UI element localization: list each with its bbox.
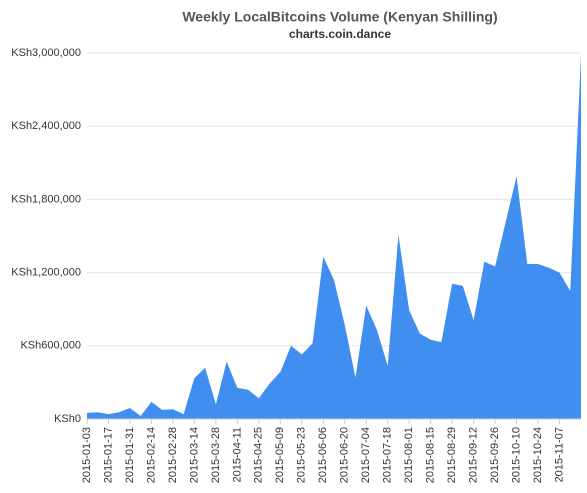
x-tick-label: 2015-07-04 <box>360 427 372 483</box>
chart-subtitle: charts.coin.dance <box>289 27 391 41</box>
x-tick-label: 2015-01-17 <box>102 427 114 483</box>
y-tick-label: KSh3,000,000 <box>11 47 81 59</box>
x-tick-label: 2015-10-24 <box>532 427 544 483</box>
x-tick-label: 2015-05-09 <box>274 427 286 483</box>
x-tick-label: 2015-02-28 <box>167 427 179 483</box>
x-tick-label: 2015-08-29 <box>446 427 458 483</box>
y-tick-label: KSh1,800,000 <box>11 193 81 205</box>
x-tick-label: 2015-07-18 <box>382 427 394 483</box>
x-tick-label: 2015-01-31 <box>124 427 136 483</box>
x-tick-label: 2015-08-15 <box>425 427 437 483</box>
x-tick-label: 2015-03-28 <box>210 427 222 483</box>
y-tick-label: KSh0 <box>54 413 81 425</box>
x-tick-label: 2015-04-25 <box>253 427 265 483</box>
x-tick-label: 2015-09-12 <box>468 427 480 483</box>
x-tick-label: 2015-05-23 <box>296 427 308 483</box>
chart-title: Weekly LocalBitcoins Volume (Kenyan Shil… <box>182 9 497 25</box>
x-tick-label: 2015-08-01 <box>403 427 415 483</box>
y-tick-label: KSh1,200,000 <box>11 267 81 279</box>
x-tick-label: 2015-06-20 <box>339 427 351 483</box>
y-tick-label: KSh600,000 <box>20 340 81 352</box>
x-tick-label: 2015-10-10 <box>510 427 522 483</box>
y-tick-label: KSh2,400,000 <box>11 120 81 132</box>
x-tick-label: 2015-03-14 <box>188 427 200 483</box>
x-tick-label: 2015-06-06 <box>317 427 329 483</box>
x-tick-label: 2015-04-11 <box>231 427 243 482</box>
x-tick-label: 2015-11-07 <box>553 427 565 482</box>
x-tick-label: 2015-02-14 <box>145 427 157 483</box>
x-tick-label: 2015-01-03 <box>81 427 93 483</box>
area <box>87 55 581 419</box>
x-tick-label: 2015-09-26 <box>489 427 501 483</box>
